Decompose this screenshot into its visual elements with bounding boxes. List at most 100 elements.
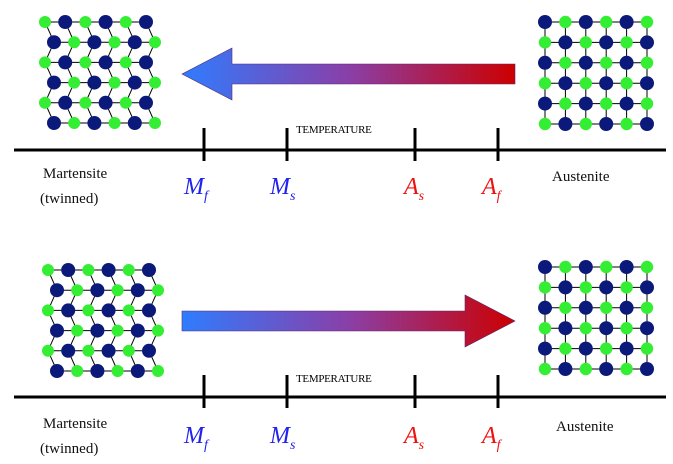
austenite-label: Austenite [556, 419, 614, 435]
atom-light [600, 15, 613, 29]
atom-light [538, 77, 552, 90]
atom-dark [58, 55, 73, 70]
atom-dark [142, 303, 156, 318]
martensite-label: Martensite [43, 416, 107, 432]
atom-dark [130, 323, 145, 338]
atom-light [119, 56, 132, 69]
atom-light [559, 56, 572, 69]
atom-dark [640, 35, 654, 50]
atom-dark [538, 300, 552, 315]
atom-dark [640, 280, 654, 295]
atom-dark [599, 117, 614, 131]
atom-dark [578, 341, 593, 356]
atom-light [39, 16, 51, 28]
atom-light [79, 16, 92, 28]
atom-light [39, 56, 51, 69]
atom-light [119, 16, 132, 28]
atom-dark [558, 76, 573, 91]
atom-dark [142, 263, 156, 277]
atom-dark [619, 96, 634, 111]
atom-dark [139, 95, 153, 110]
atom-light [640, 56, 654, 69]
atom-dark [619, 341, 634, 356]
atom-light [620, 77, 633, 90]
atom-dark [139, 55, 153, 70]
panel-heating: TEMPERATURE Martensite (twinned) Austeni… [14, 260, 666, 457]
atom-dark [599, 280, 614, 295]
atom-light [79, 56, 92, 69]
atom-light [600, 342, 613, 355]
atom-light [82, 264, 95, 276]
atom-dark [619, 260, 634, 274]
atom-dark [127, 75, 142, 90]
atom-dark [47, 35, 61, 50]
martensite-label: Martensite [43, 166, 107, 182]
atom-dark [558, 35, 573, 50]
atom-light [600, 97, 613, 110]
temperature-axis-title: TEMPERATURE [296, 373, 372, 385]
atom-dark [98, 15, 113, 29]
label-as: As [402, 423, 425, 453]
atom-light [620, 362, 633, 376]
atom-dark [142, 343, 156, 358]
atom-light [559, 15, 572, 29]
atom-dark [47, 75, 61, 90]
panel-cooling: TEMPERATURE Martensite (twinned) Austeni… [14, 15, 666, 207]
atom-dark [50, 364, 64, 378]
label-mf: Mf [183, 174, 210, 204]
atom-dark [578, 260, 593, 274]
atom-light [538, 281, 552, 294]
atom-light [152, 324, 164, 337]
atom-light [79, 96, 92, 109]
atom-light [108, 76, 121, 89]
atom-dark [640, 362, 654, 376]
atom-light [82, 344, 95, 357]
atom-light [538, 36, 552, 49]
atom-light [640, 97, 654, 110]
atom-dark [61, 263, 76, 277]
atom-light [111, 324, 124, 337]
atom-light [71, 365, 84, 377]
atom-light [579, 117, 592, 131]
atom-dark [87, 75, 102, 90]
atom-dark [558, 362, 573, 376]
atom-light [600, 56, 613, 69]
atom-light [640, 301, 654, 314]
martensite-lattice [39, 15, 161, 130]
atom-light [152, 284, 164, 297]
label-af: Af [480, 174, 503, 204]
label-ms: Ms [269, 174, 296, 204]
atom-light [579, 77, 592, 90]
atom-dark [47, 116, 61, 130]
label-af: Af [480, 423, 503, 453]
atom-light [559, 97, 572, 110]
atom-dark [558, 117, 573, 131]
atom-dark [578, 300, 593, 315]
atom-light [538, 362, 552, 376]
atom-dark [538, 260, 552, 274]
atom-dark [58, 95, 73, 110]
atom-light [559, 301, 572, 314]
martensite-twinned-label: (twinned) [40, 441, 98, 457]
atom-light [122, 304, 135, 317]
atom-light [71, 284, 84, 297]
heating-arrow [181, 294, 516, 348]
temperature-axis-title: TEMPERATURE [296, 124, 372, 136]
atom-dark [90, 323, 105, 338]
atom-dark [127, 116, 142, 130]
atom-dark [578, 15, 593, 29]
atom-light [149, 117, 161, 129]
atom-light [152, 365, 164, 377]
atom-dark [90, 283, 105, 298]
cooling-arrow [181, 47, 516, 101]
atom-dark [578, 55, 593, 70]
atom-dark [619, 300, 634, 315]
atom-light [42, 304, 54, 317]
atom-dark [130, 364, 145, 378]
atom-dark [90, 364, 105, 378]
martensite-twinned-label: (twinned) [40, 191, 98, 207]
atom-dark [558, 321, 573, 336]
austenite-label: Austenite [552, 169, 610, 185]
atom-light [149, 36, 161, 49]
